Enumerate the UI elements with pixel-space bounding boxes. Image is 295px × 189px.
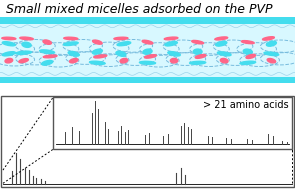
- Ellipse shape: [120, 58, 128, 63]
- Ellipse shape: [220, 58, 228, 63]
- Ellipse shape: [267, 59, 276, 63]
- Ellipse shape: [16, 51, 31, 54]
- Ellipse shape: [170, 58, 178, 63]
- Ellipse shape: [142, 40, 153, 44]
- Ellipse shape: [63, 42, 78, 46]
- Ellipse shape: [216, 41, 227, 46]
- Ellipse shape: [168, 52, 180, 56]
- Ellipse shape: [192, 40, 204, 44]
- Text: Small mixed micelles adsorbed on the PVP: Small mixed micelles adsorbed on the PVP: [6, 3, 272, 16]
- Ellipse shape: [43, 40, 51, 44]
- Ellipse shape: [263, 37, 274, 40]
- Ellipse shape: [266, 41, 276, 46]
- Ellipse shape: [145, 55, 156, 58]
- Ellipse shape: [5, 58, 13, 63]
- Ellipse shape: [2, 42, 15, 46]
- Ellipse shape: [165, 42, 177, 46]
- Ellipse shape: [116, 51, 126, 56]
- Ellipse shape: [190, 61, 206, 64]
- Ellipse shape: [117, 42, 131, 46]
- Ellipse shape: [43, 55, 57, 58]
- Ellipse shape: [246, 54, 255, 58]
- Ellipse shape: [193, 49, 202, 54]
- Ellipse shape: [217, 52, 231, 56]
- Ellipse shape: [114, 37, 128, 40]
- Ellipse shape: [42, 60, 53, 65]
- Ellipse shape: [64, 37, 78, 40]
- Ellipse shape: [241, 41, 254, 44]
- Ellipse shape: [195, 55, 206, 58]
- Bar: [0, 17, 295, 83]
- Bar: [53, 97, 292, 149]
- Ellipse shape: [40, 50, 55, 53]
- Ellipse shape: [94, 55, 107, 58]
- Ellipse shape: [264, 52, 279, 56]
- Ellipse shape: [2, 52, 15, 56]
- Ellipse shape: [2, 37, 16, 40]
- Ellipse shape: [243, 49, 253, 54]
- Bar: [0, 17, 295, 24]
- Ellipse shape: [93, 40, 102, 44]
- Ellipse shape: [92, 49, 102, 54]
- Text: > 21 amino acids: > 21 amino acids: [204, 100, 289, 110]
- Ellipse shape: [215, 37, 228, 40]
- Ellipse shape: [90, 61, 105, 64]
- Ellipse shape: [68, 51, 79, 56]
- Ellipse shape: [19, 59, 28, 63]
- Ellipse shape: [70, 59, 78, 63]
- Ellipse shape: [22, 42, 31, 47]
- Ellipse shape: [164, 37, 178, 40]
- Ellipse shape: [240, 61, 255, 64]
- Bar: [0, 77, 295, 83]
- Ellipse shape: [20, 37, 33, 40]
- Ellipse shape: [140, 61, 155, 64]
- Ellipse shape: [143, 49, 152, 54]
